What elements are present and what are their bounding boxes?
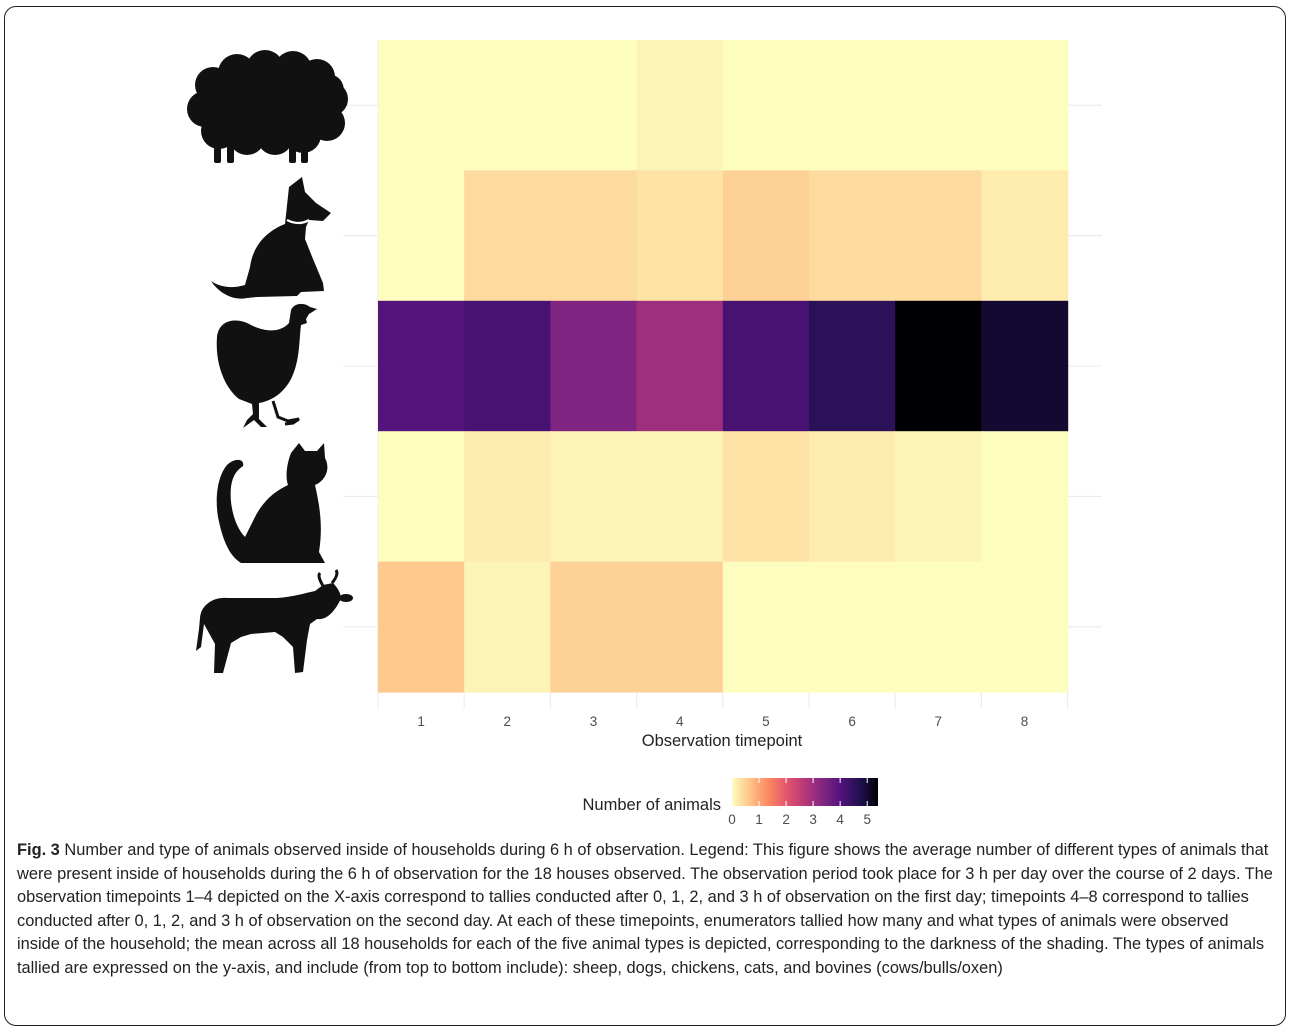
heatmap-cell bbox=[722, 300, 810, 432]
figure-frame: 1 2 3 4 5 6 7 8 Observation timepoint Number of… bbox=[4, 6, 1286, 1026]
heatmap-cell bbox=[895, 561, 982, 693]
heatmap-cell bbox=[550, 561, 638, 693]
chicken-icon bbox=[216, 303, 317, 428]
heatmap-cell bbox=[636, 40, 724, 171]
x-axis-title: Observation timepoint bbox=[642, 732, 803, 750]
legend-title: Number of animals bbox=[583, 796, 721, 814]
x-tick-label: 2 bbox=[504, 714, 512, 729]
x-tick-label: 3 bbox=[590, 714, 598, 729]
heatmap-cell bbox=[722, 431, 810, 563]
x-tick-label: 8 bbox=[1021, 714, 1029, 729]
heatmap-cell bbox=[809, 170, 896, 302]
heatmap-cell bbox=[895, 170, 982, 302]
dog-icon bbox=[211, 177, 331, 299]
heatmap-cell bbox=[550, 170, 638, 302]
heatmap-cell bbox=[895, 40, 982, 171]
heatmap-cell bbox=[378, 431, 465, 563]
heatmap-cell bbox=[722, 561, 810, 693]
legend-tick-label: 2 bbox=[782, 812, 790, 827]
heatmap-cell bbox=[464, 300, 551, 432]
heatmap-cell bbox=[636, 431, 724, 563]
legend-tick-label: 1 bbox=[755, 812, 763, 827]
heatmap-cell bbox=[722, 170, 810, 302]
heatmap-cell bbox=[378, 561, 465, 693]
legend-tick-label: 0 bbox=[728, 812, 736, 827]
heatmap-cell bbox=[550, 40, 638, 171]
heatmap-chart: 1 2 3 4 5 6 7 8 Observation timepoint Number of… bbox=[187, 40, 1102, 827]
cat-icon bbox=[216, 443, 328, 563]
heatmap-cell bbox=[464, 431, 551, 563]
heatmap-cell bbox=[981, 431, 1069, 563]
heatmap-cell bbox=[636, 561, 724, 693]
x-axis-ticks: 1 2 3 4 5 6 7 8 bbox=[417, 714, 1028, 729]
heatmap-cell bbox=[378, 40, 465, 171]
caption-label: Fig. 3 bbox=[17, 841, 60, 859]
legend-tick-label: 4 bbox=[836, 812, 844, 827]
y-axis-icons bbox=[187, 50, 353, 673]
heatmap-cell bbox=[464, 40, 551, 171]
heatmap-cell bbox=[895, 431, 982, 563]
heatmap-cell bbox=[464, 561, 551, 693]
heatmap-cells bbox=[378, 40, 1069, 693]
heatmap-cell bbox=[378, 300, 465, 432]
heatmap-cell bbox=[378, 170, 465, 302]
x-tick-label: 7 bbox=[935, 714, 943, 729]
x-tick-label: 5 bbox=[762, 714, 770, 729]
x-tick-label: 6 bbox=[848, 714, 856, 729]
sheep-icon bbox=[187, 50, 348, 163]
heatmap-cell bbox=[550, 431, 638, 563]
cow-icon bbox=[196, 569, 353, 673]
x-tick-label: 4 bbox=[676, 714, 684, 729]
heatmap-cell bbox=[981, 300, 1069, 432]
legend-tick-label: 3 bbox=[809, 812, 817, 827]
heatmap-cell bbox=[809, 40, 896, 171]
heatmap-cell bbox=[809, 561, 896, 693]
heatmap-cell bbox=[464, 170, 551, 302]
heatmap-cell bbox=[981, 40, 1069, 171]
heatmap-cell bbox=[895, 300, 982, 432]
heatmap-cell bbox=[809, 431, 896, 563]
heatmap-cell bbox=[809, 300, 896, 432]
legend-colorbar bbox=[732, 778, 878, 806]
heatmap-cell bbox=[981, 561, 1069, 693]
legend-tick-label: 5 bbox=[863, 812, 871, 827]
heatmap-cell bbox=[722, 40, 810, 171]
caption-text: Number and type of animals observed insi… bbox=[17, 841, 1273, 977]
heatmap-cell bbox=[636, 170, 724, 302]
color-legend: Number of animals 0 1 2 3 4 5 bbox=[583, 778, 878, 827]
heatmap-cell bbox=[981, 170, 1069, 302]
figure-caption: Fig. 3 Number and type of animals observ… bbox=[17, 839, 1275, 981]
heatmap-cell bbox=[636, 300, 724, 432]
x-tick-label: 1 bbox=[417, 714, 425, 729]
heatmap-cell bbox=[550, 300, 638, 432]
